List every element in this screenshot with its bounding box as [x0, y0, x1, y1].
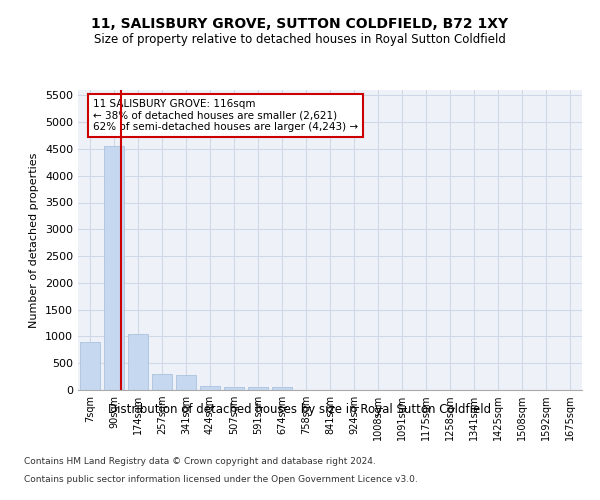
Text: 11 SALISBURY GROVE: 116sqm
← 38% of detached houses are smaller (2,621)
62% of s: 11 SALISBURY GROVE: 116sqm ← 38% of deta…: [93, 99, 358, 132]
Bar: [224, 387, 244, 390]
Bar: [176, 375, 196, 390]
Bar: [152, 374, 172, 390]
Bar: [272, 387, 292, 390]
Bar: [104, 146, 124, 390]
Bar: [80, 342, 100, 390]
Text: Distribution of detached houses by size in Royal Sutton Coldfield: Distribution of detached houses by size …: [109, 402, 491, 415]
Bar: [248, 387, 268, 390]
Text: Contains public sector information licensed under the Open Government Licence v3: Contains public sector information licen…: [24, 475, 418, 484]
Bar: [128, 334, 148, 390]
Text: 11, SALISBURY GROVE, SUTTON COLDFIELD, B72 1XY: 11, SALISBURY GROVE, SUTTON COLDFIELD, B…: [91, 18, 509, 32]
Text: Size of property relative to detached houses in Royal Sutton Coldfield: Size of property relative to detached ho…: [94, 32, 506, 46]
Y-axis label: Number of detached properties: Number of detached properties: [29, 152, 40, 328]
Text: Contains HM Land Registry data © Crown copyright and database right 2024.: Contains HM Land Registry data © Crown c…: [24, 458, 376, 466]
Bar: [200, 386, 220, 390]
